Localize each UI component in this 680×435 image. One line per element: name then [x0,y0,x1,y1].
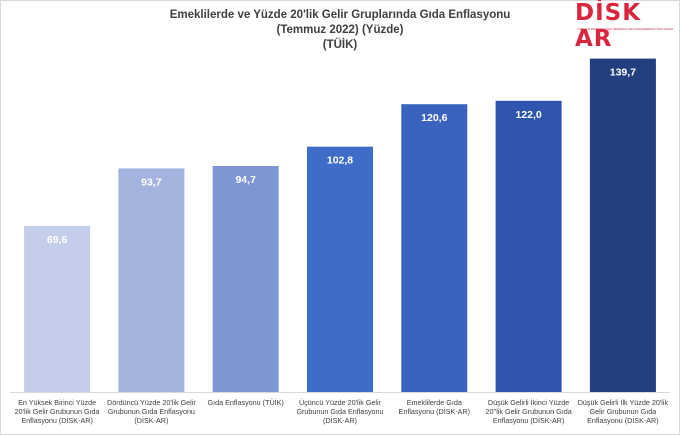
bar-5 [401,104,468,392]
x-tick-label-2: Dördüncü Yüzde 20'lik Gelir Grubunun Gıd… [107,398,196,425]
logo-text: DİSK AR [575,0,642,52]
x-tick-label-6: Düşük Gelirli İkinci Yüzde 20''lik Gelir… [485,398,572,425]
data-label-5: 120,6 [421,112,447,124]
bar-1 [24,225,91,392]
x-tick-label-4: Üçüncü Yüzde 20'lik Gelir Grubunun Gıda … [296,398,384,425]
bar-3 [212,166,279,392]
x-tick-label-7: Düşük Gelirli İlk Yüzde 20'lik Gelir Gru… [577,398,669,425]
title-line-2: (Temmuz 2022) (Yüzde) [276,24,404,36]
title-line-1: Emeklilerde ve Yüzde 20'lik Gelir Grupla… [169,9,511,21]
data-label-3: 94,7 [235,174,256,186]
data-label-1: 69,6 [47,234,68,246]
bar-2 [118,168,185,392]
bar-4 [307,146,373,392]
data-label-6: 122,0 [515,109,541,121]
data-label-7: 139,7 [610,67,636,79]
disk-ar-logo: DİSK AR TÜRKİYE DEVRİMCİ İŞÇİ SENDİKALAR… [575,0,675,52]
chart-title: Emeklilerde ve Yüzde 20'lik Gelir Grupla… [0,8,680,53]
x-tick-label-3: Gıda Enflasyonu (TÜİK) [207,398,284,407]
title-line-3: (TÜİK) [322,39,358,51]
bar-7 [589,58,656,392]
logo-tagline: TÜRKİYE DEVRİMCİ İŞÇİ SENDİKALARI KONFED… [577,27,673,31]
data-label-4: 102,8 [327,155,353,167]
x-tick-label-1: En Yüksek Birinci Yüzde 20'lik Gelir Gru… [14,398,100,425]
x-tick-label-5: Emeklilerde Gıda Enflasyonu (DİSK-AR) [398,398,471,416]
data-label-2: 93,7 [141,176,162,188]
bar-6 [495,100,562,393]
